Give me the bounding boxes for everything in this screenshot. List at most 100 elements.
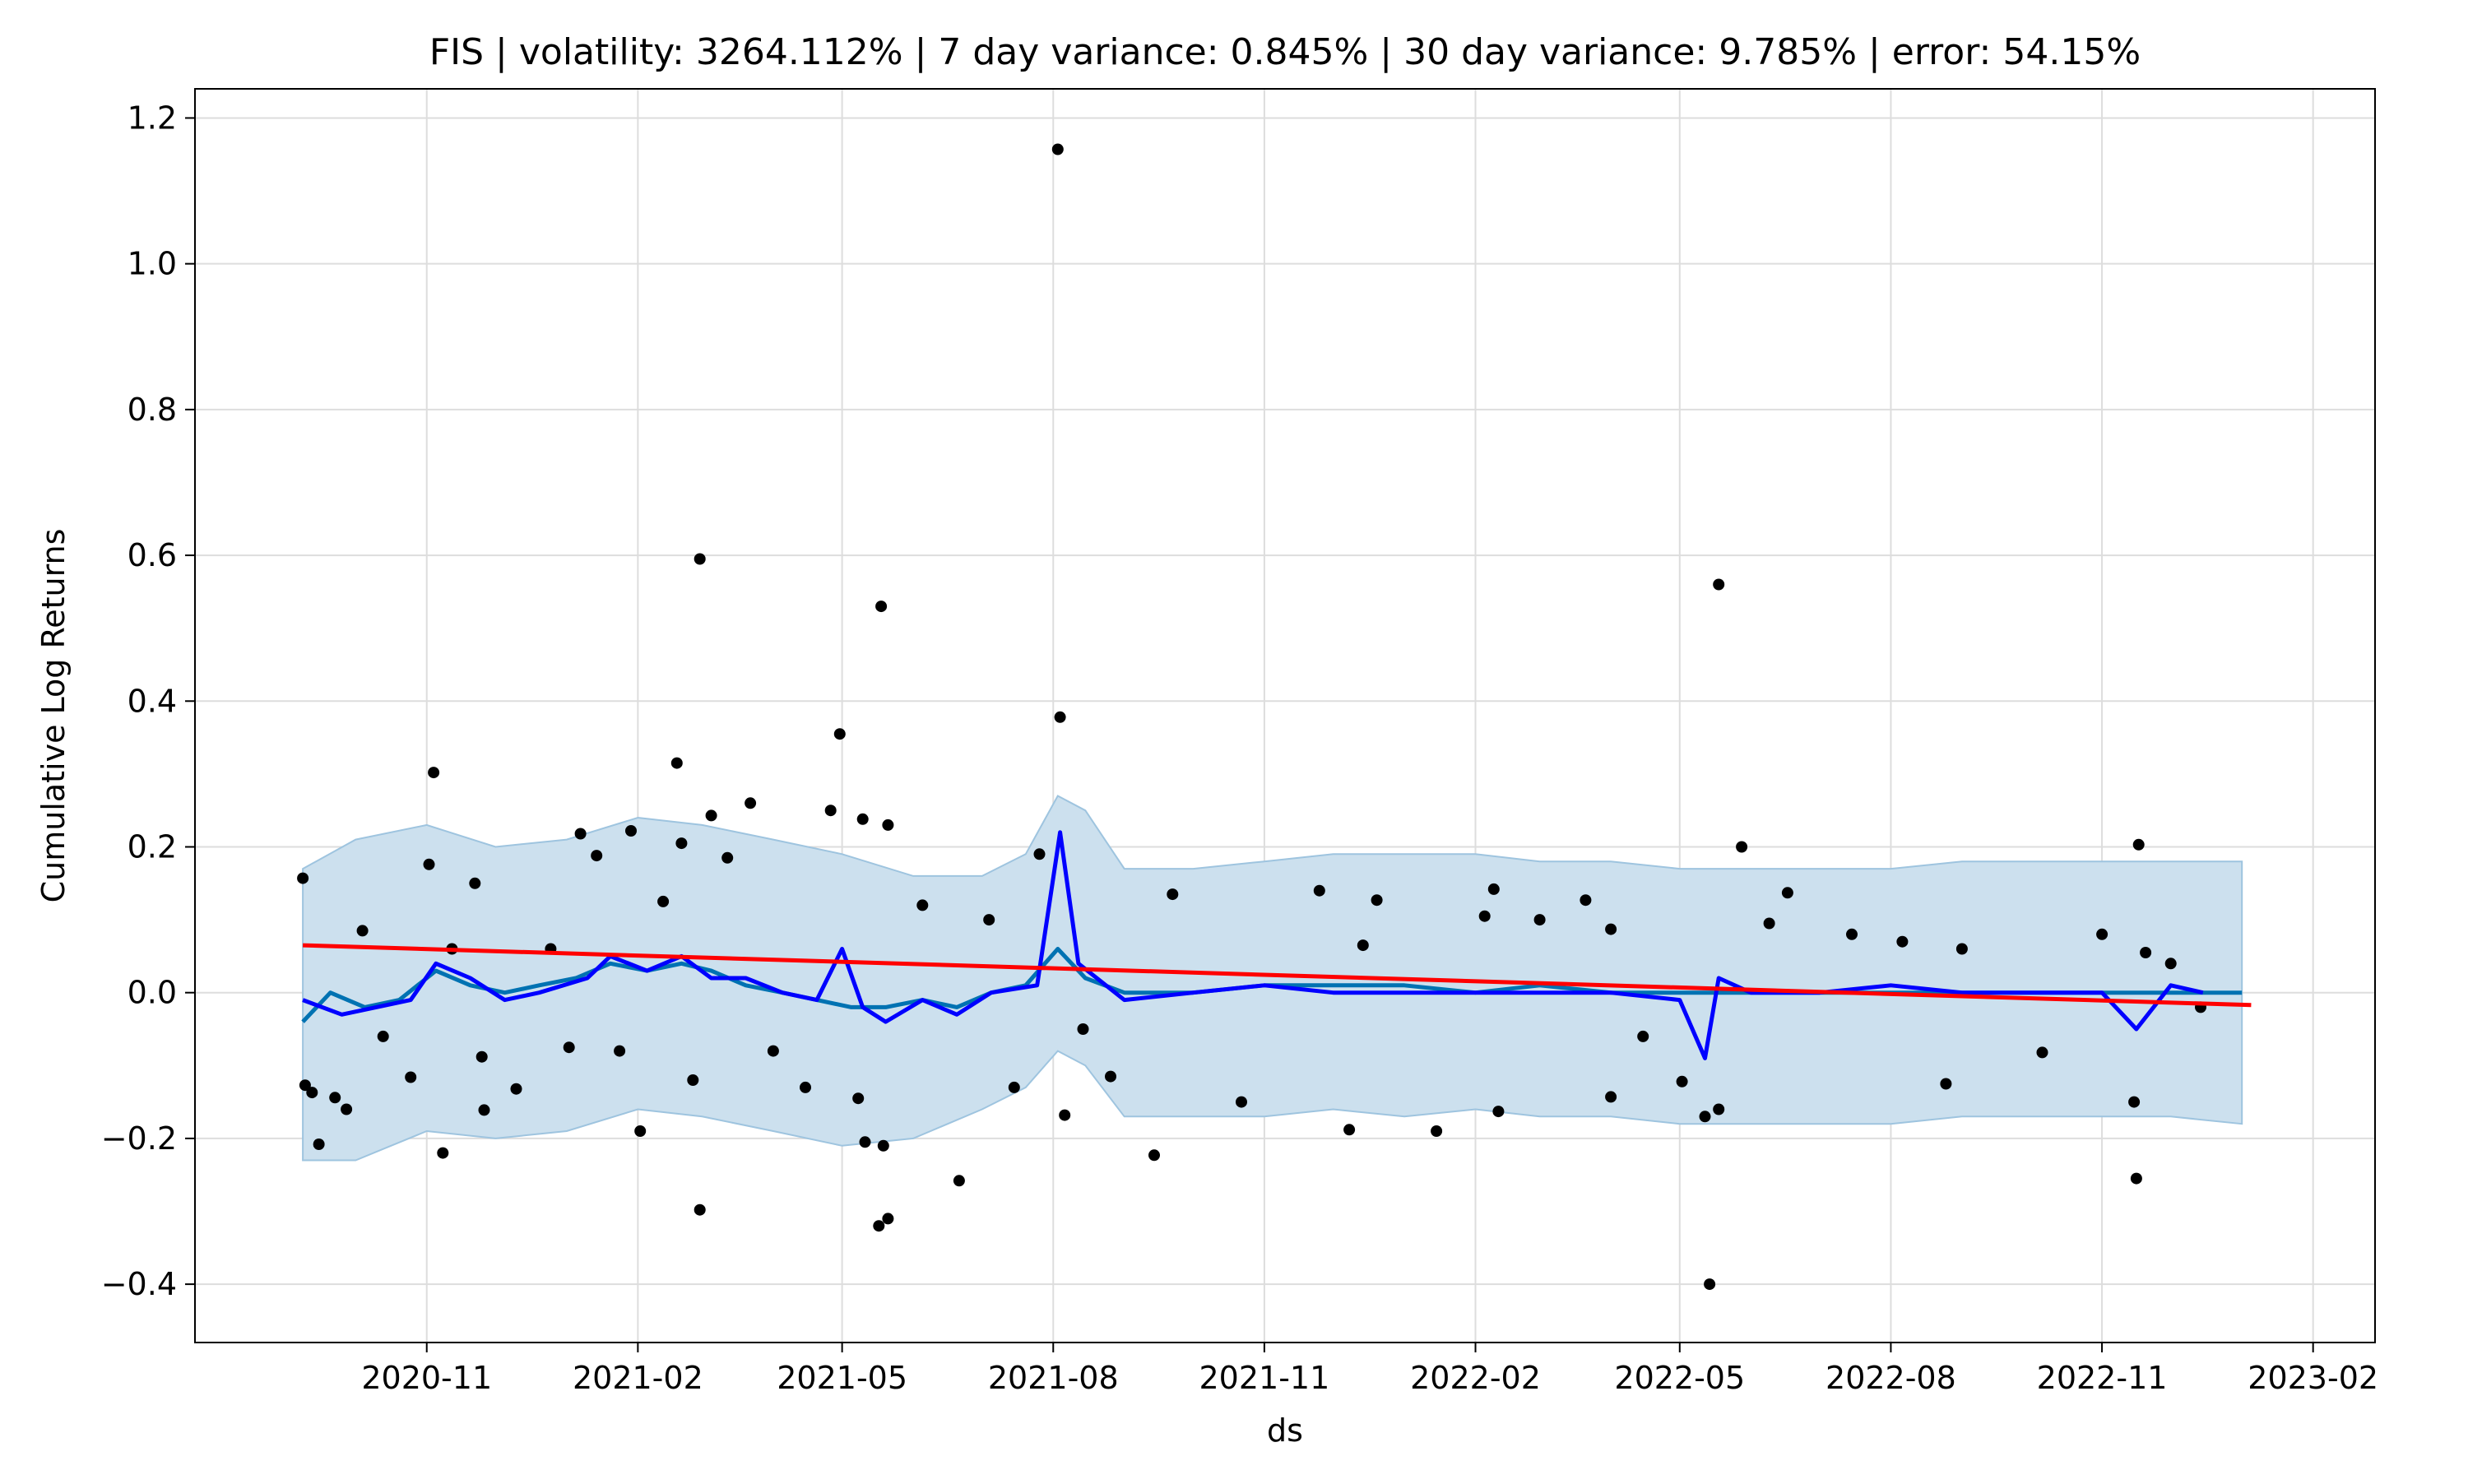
- observed-point-53: [1077, 1023, 1089, 1035]
- observed-point-16: [510, 1083, 522, 1095]
- observed-point-56: [1167, 888, 1179, 901]
- observed-point-58: [1313, 884, 1325, 897]
- observed-point-81: [1940, 1078, 1952, 1090]
- x-tick-label-0: 2020-11: [361, 1360, 492, 1396]
- observed-point-74: [1713, 578, 1725, 591]
- observed-point-82: [1955, 943, 1968, 955]
- observed-point-89: [2164, 958, 2177, 970]
- y-tick-label-5: 0.6: [128, 537, 177, 573]
- observed-points: [297, 143, 2206, 1291]
- observed-point-9: [423, 858, 435, 870]
- plot-frame: [194, 88, 2376, 1343]
- x-tick-label-8: 2022-11: [2037, 1360, 2168, 1396]
- y-tick-label-3: 0.2: [128, 828, 177, 865]
- gridlines: [195, 89, 2375, 1343]
- observed-point-87: [2132, 838, 2145, 851]
- y-tick-label-7: 1.0: [128, 246, 177, 282]
- observed-point-23: [634, 1125, 647, 1137]
- y-tick-label-8: 1.2: [128, 100, 177, 136]
- observed-point-34: [800, 1081, 811, 1093]
- observed-point-44: [882, 819, 894, 831]
- observed-point-35: [824, 805, 837, 817]
- observed-point-47: [983, 914, 995, 926]
- observed-point-73: [1704, 1278, 1716, 1291]
- observed-point-55: [1148, 1149, 1160, 1162]
- uncertainty-area: [302, 795, 2243, 1162]
- observed-point-40: [873, 1220, 885, 1232]
- observed-point-25: [670, 757, 683, 769]
- observed-point-2: [306, 1087, 318, 1099]
- observed-point-20: [591, 850, 603, 862]
- observed-point-72: [1699, 1111, 1711, 1123]
- observed-point-71: [1676, 1075, 1688, 1087]
- observed-point-69: [1605, 1091, 1617, 1103]
- observed-point-77: [1763, 917, 1775, 930]
- observed-point-28: [694, 553, 706, 565]
- observed-point-62: [1431, 1125, 1443, 1137]
- observed-point-13: [469, 877, 481, 889]
- chart-title: FIS | volatility: 3264.112% | 7 day vari…: [429, 31, 2141, 73]
- uncertainty-band: [302, 795, 2243, 1162]
- y-axis-ticks: −0.4 −0.2 0.0 0.2 0.4 0.6 0.8 1.0 1.2: [101, 100, 195, 1302]
- observed-point-39: [859, 1136, 871, 1148]
- observed-point-21: [614, 1045, 626, 1057]
- x-axis-label: ds: [1267, 1412, 1303, 1449]
- x-tick-label-4: 2021-11: [1199, 1360, 1330, 1396]
- observed-point-41: [875, 601, 888, 613]
- observed-point-63: [1478, 910, 1491, 922]
- observed-point-67: [1580, 894, 1592, 907]
- x-tick-label-5: 2022-02: [1410, 1360, 1541, 1396]
- observed-point-51: [1054, 711, 1066, 723]
- observed-point-1: [299, 1079, 311, 1092]
- observed-point-37: [852, 1092, 865, 1105]
- x-tick-label-3: 2021-08: [988, 1360, 1119, 1396]
- observed-point-48: [1008, 1081, 1020, 1093]
- y-tick-label-1: −0.2: [101, 1120, 177, 1157]
- observed-point-65: [1492, 1106, 1505, 1118]
- observed-point-5: [341, 1103, 353, 1115]
- observed-point-6: [356, 925, 369, 937]
- observed-point-49: [1033, 848, 1046, 860]
- trend-line: [303, 943, 2252, 1008]
- y-tick-label-6: 0.8: [128, 392, 177, 428]
- observed-point-61: [1371, 894, 1383, 907]
- x-tick-label-2: 2021-05: [777, 1360, 907, 1396]
- observed-point-18: [563, 1041, 575, 1054]
- observed-point-88: [2140, 947, 2152, 958]
- observed-point-19: [574, 828, 587, 840]
- observed-point-60: [1357, 939, 1369, 952]
- y-axis-label: Cumulative Log Returns: [35, 529, 72, 903]
- trend-path: [303, 943, 2252, 1008]
- observed-point-32: [745, 797, 757, 809]
- observed-point-0: [297, 872, 309, 884]
- x-tick-label-6: 2022-05: [1614, 1360, 1745, 1396]
- observed-point-15: [478, 1104, 490, 1116]
- observed-point-75: [1713, 1103, 1725, 1115]
- observed-point-66: [1533, 914, 1546, 926]
- observed-point-52: [1059, 1109, 1071, 1121]
- observed-point-50: [1051, 143, 1064, 155]
- observed-point-70: [1637, 1030, 1649, 1042]
- observed-point-10: [428, 767, 440, 779]
- x-tick-label-1: 2021-02: [573, 1360, 703, 1396]
- observed-point-80: [1896, 935, 1909, 948]
- observed-point-43: [882, 1213, 894, 1225]
- observed-point-7: [377, 1030, 389, 1042]
- observed-point-79: [1846, 928, 1858, 940]
- observed-point-24: [657, 895, 670, 907]
- observed-point-29: [694, 1203, 706, 1216]
- observed-point-36: [833, 728, 846, 740]
- observed-point-83: [2036, 1046, 2048, 1059]
- observed-point-86: [2130, 1172, 2142, 1185]
- observed-point-22: [625, 825, 637, 837]
- observed-point-33: [767, 1045, 779, 1057]
- y-tick-label-0: −0.4: [101, 1266, 177, 1302]
- x-tick-label-7: 2022-08: [1825, 1360, 1956, 1396]
- observed-point-31: [721, 851, 734, 864]
- observed-point-57: [1236, 1096, 1247, 1108]
- observed-point-14: [476, 1050, 488, 1063]
- observed-point-30: [705, 809, 717, 822]
- observed-point-46: [953, 1175, 965, 1187]
